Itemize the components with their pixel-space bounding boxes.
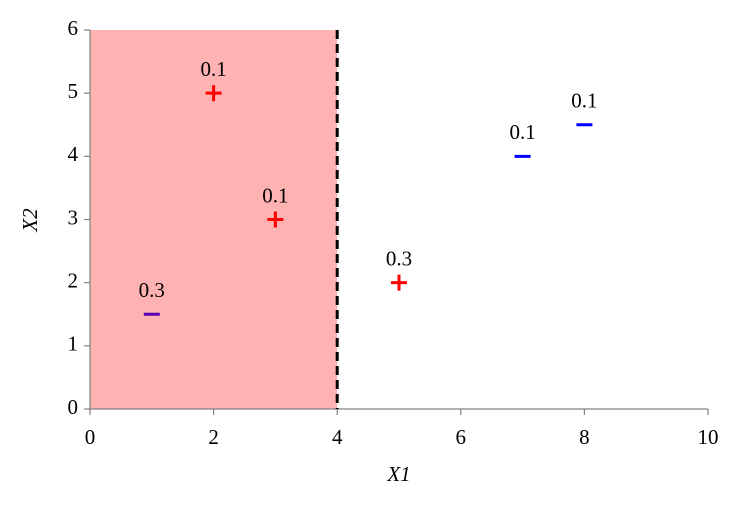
weight-label: 0.1 [200,57,226,81]
x-tick-label: 6 [456,425,467,449]
y-axis-label: X2 [18,208,42,233]
weight-label: 0.1 [262,183,288,207]
weight-label: 0.3 [139,278,165,302]
y-tick-label: 5 [68,79,79,103]
x-tick-label: 0 [85,425,96,449]
weight-label: 0.3 [386,246,412,270]
y-tick-label: 2 [68,268,79,292]
y-tick-label: 0 [68,395,79,419]
x-tick-label: 2 [208,425,219,449]
x-axis-label: X1 [386,462,410,486]
weight-label: 0.1 [509,120,535,144]
y-tick-label: 3 [68,205,79,229]
y-tick-label: 1 [68,332,79,356]
y-tick-label: 4 [68,142,79,166]
point [391,274,407,291]
weight-label: 0.1 [571,89,597,113]
x-tick-label: 8 [579,425,590,449]
y-tick-label: 6 [68,16,79,40]
point [205,85,222,102]
x-tick-label: 4 [332,425,343,449]
x-tick-label: 10 [698,425,719,449]
point [267,211,284,228]
